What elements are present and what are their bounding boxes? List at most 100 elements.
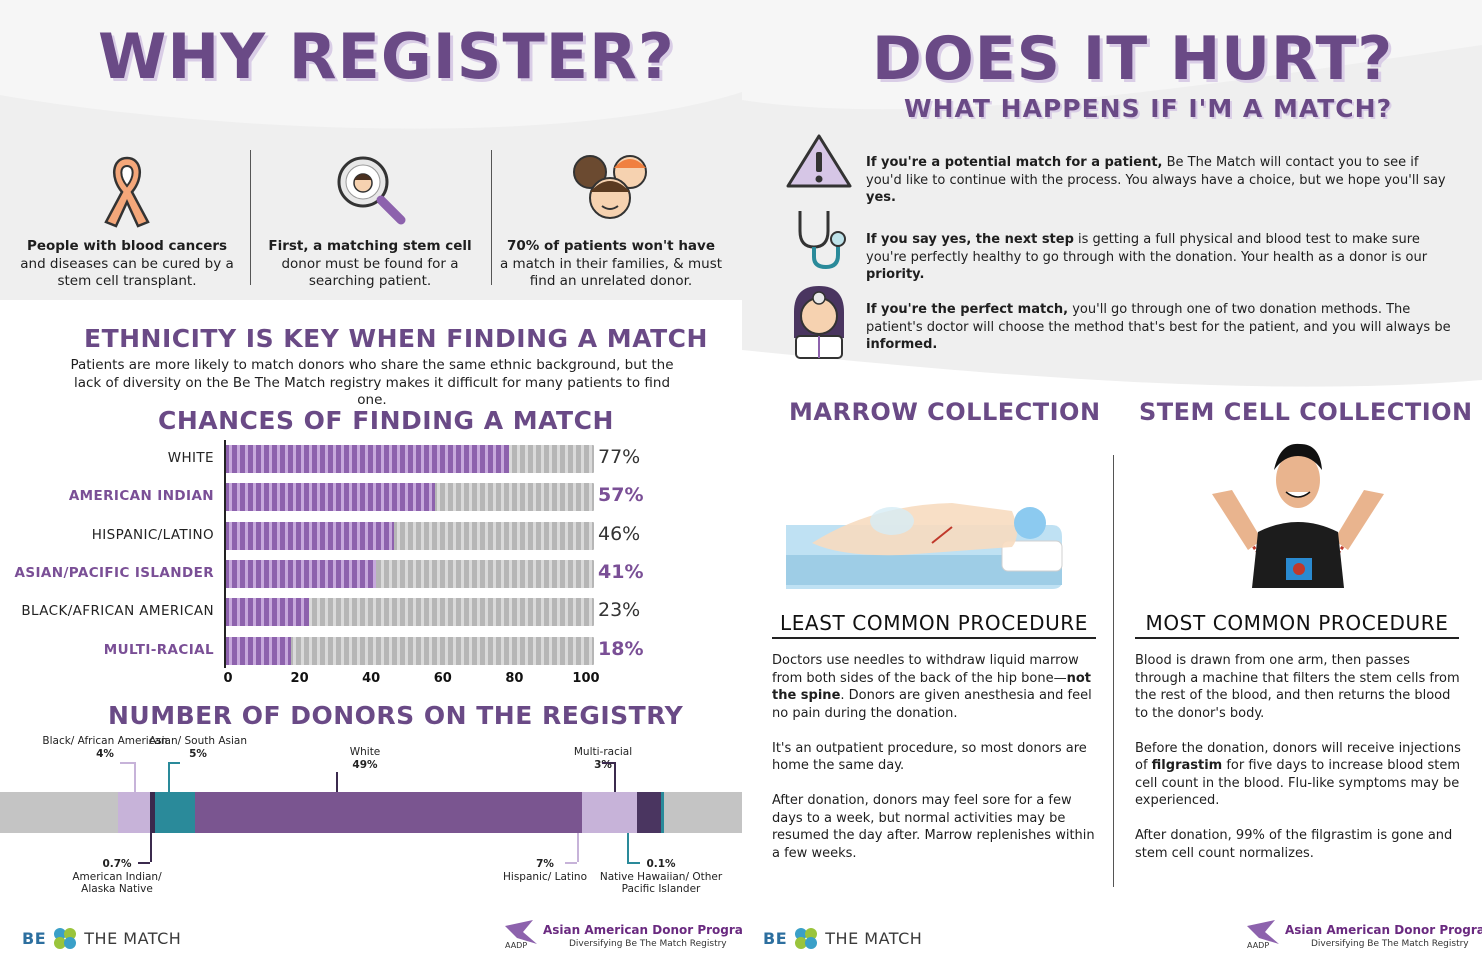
x-tick-label: 40	[362, 671, 381, 686]
does-it-hurt-panel: DOES IT HURT? WHAT HAPPENS IF I'M A MATC…	[742, 0, 1482, 960]
why-register-panel: WHY REGISTER? People with blood cancers a…	[0, 0, 742, 950]
bar	[224, 521, 395, 550]
marrow-title: MARROW COLLECTION	[789, 398, 1101, 426]
x-tick-label: 100	[572, 671, 600, 686]
warning-icon	[786, 134, 852, 188]
leader-line	[336, 772, 338, 792]
leader-line	[565, 862, 577, 864]
registry-segment-label: Black/ African American 4%	[42, 735, 168, 760]
bar-value-label: 46%	[598, 522, 641, 545]
aadp-crane-icon	[505, 920, 537, 944]
chart-row: WHITE 77%	[0, 445, 742, 473]
registry-segment-name: Native Hawaiian/ Other Pacific Islander	[599, 870, 723, 896]
leader-line	[120, 762, 134, 764]
registry-segment-name: White	[349, 746, 381, 758]
registry-segment-name: Multi-racial	[573, 746, 633, 758]
ethnicity-heading: ETHNICITY IS KEY WHEN FINDING A MATCH	[84, 324, 708, 353]
registry-segment-label: Multi-racial 3%	[548, 746, 658, 771]
chart-row: MULTI-RACIAL 18%	[0, 636, 742, 665]
registry-segment-percent: 5%	[189, 747, 207, 760]
bar-value-label: 23%	[598, 599, 641, 622]
x-tick-label: 0	[223, 671, 233, 686]
step-1: If you're a potential match for a patien…	[866, 155, 1446, 205]
registry-segment-label: White 49%	[300, 746, 430, 771]
registry-segment-percent: 0.1%	[646, 858, 676, 870]
registry-segment	[155, 792, 195, 833]
reason-3: 70% of patients won't have a match in the…	[492, 150, 730, 291]
registry-segment-name: Hispanic/ Latino	[503, 870, 587, 883]
magnifier-icon	[337, 156, 406, 225]
registry-segment-name: Black/ African American	[42, 735, 168, 747]
registry-segment-percent: 7%	[536, 858, 554, 870]
column-divider	[1113, 455, 1114, 887]
be-the-match-emblem-icon	[795, 928, 818, 949]
chart-row: HISPANIC/LATINO 46%	[0, 521, 742, 550]
divider	[250, 150, 251, 285]
registry-segment	[581, 792, 638, 833]
leader-line	[168, 762, 180, 764]
marrow-description: Doctors use needles to withdraw liquid m…	[772, 653, 1095, 861]
registry-segment	[194, 792, 582, 833]
be-the-match-logo: BE THE MATCH	[763, 928, 923, 949]
registry-segment	[118, 792, 150, 833]
chart-row: ASIAN/PACIFIC ISLANDER 41%	[0, 559, 742, 588]
page-title: WHY REGISTER?	[98, 20, 675, 93]
registry-segment-name: American Indian/ Alaska Native	[72, 870, 162, 896]
leader-line	[627, 833, 629, 862]
stemcell-subtitle: MOST COMMON PROCEDURE	[1135, 611, 1459, 639]
marrow-procedure-illustration	[786, 503, 1063, 589]
stemcell-description: Blood is drawn from one arm, then passes…	[1135, 653, 1461, 861]
leader-line	[577, 833, 579, 862]
bar-track	[224, 559, 594, 588]
step-3: If you're the perfect match, you'll go t…	[866, 302, 1451, 352]
be-the-match-logo: BE THE MATCH	[22, 928, 182, 949]
bar-value-label: 77%	[598, 446, 641, 468]
bar	[224, 445, 509, 473]
registry-segment	[149, 792, 156, 833]
bar	[224, 559, 376, 588]
header-background	[0, 0, 742, 300]
bar-category-label: MULTI-RACIAL	[103, 641, 214, 658]
registry-segment-percent: 4%	[96, 747, 114, 760]
leader-line	[627, 862, 640, 864]
leader-line	[138, 862, 150, 864]
bar	[224, 598, 310, 627]
bar-value-label: 57%	[598, 484, 644, 507]
bar-category-label: BLACK/AFRICAN AMERICAN	[21, 603, 214, 620]
registry-segment-percent: 49%	[352, 758, 378, 771]
leader-line	[134, 762, 136, 792]
bar-value-label: 41%	[598, 560, 644, 583]
bar-category-label: ASIAN/PACIFIC ISLANDER	[14, 564, 214, 581]
aadp-crane-icon	[1247, 920, 1279, 944]
family-faces-icon	[573, 155, 647, 219]
header-background	[742, 0, 1482, 387]
step-2: If you say yes, the next step is getting…	[866, 232, 1428, 282]
stemcell-title: STEM CELL COLLECTION	[1139, 398, 1473, 426]
chart-row: AMERICAN INDIAN 57%	[0, 483, 742, 512]
leader-line	[150, 833, 152, 862]
bar-track	[224, 636, 594, 665]
bar-category-label: HISPANIC/LATINO	[91, 526, 214, 543]
bar-category-label: AMERICAN INDIAN	[68, 488, 214, 505]
marrow-subtitle: LEAST COMMON PROCEDURE	[772, 611, 1096, 639]
leader-line	[168, 762, 170, 792]
leader-line	[602, 762, 614, 764]
x-tick-label: 60	[433, 671, 452, 686]
divider	[491, 150, 492, 285]
registry-segment-name: Asian/ South Asian	[148, 735, 248, 747]
ribbon-icon	[104, 156, 150, 228]
registry-segment-label: 7% Hispanic/ Latino	[500, 858, 590, 883]
bar-value-label: 18%	[598, 637, 644, 660]
page-title: DOES IT HURT?	[872, 24, 1394, 94]
chart-title: CHANCES OF FINDING A MATCH	[158, 406, 614, 435]
bar	[224, 483, 435, 512]
x-tick-label: 20	[290, 671, 309, 686]
reason-1: People with blood cancers and diseases ca…	[8, 150, 246, 291]
registry-segment-percent: 3%	[594, 758, 612, 771]
bar-track	[224, 521, 594, 550]
leader-line	[614, 762, 616, 792]
bar	[224, 636, 291, 665]
bar-track	[224, 483, 594, 512]
bar-track	[224, 445, 594, 473]
registry-segment	[660, 792, 664, 833]
